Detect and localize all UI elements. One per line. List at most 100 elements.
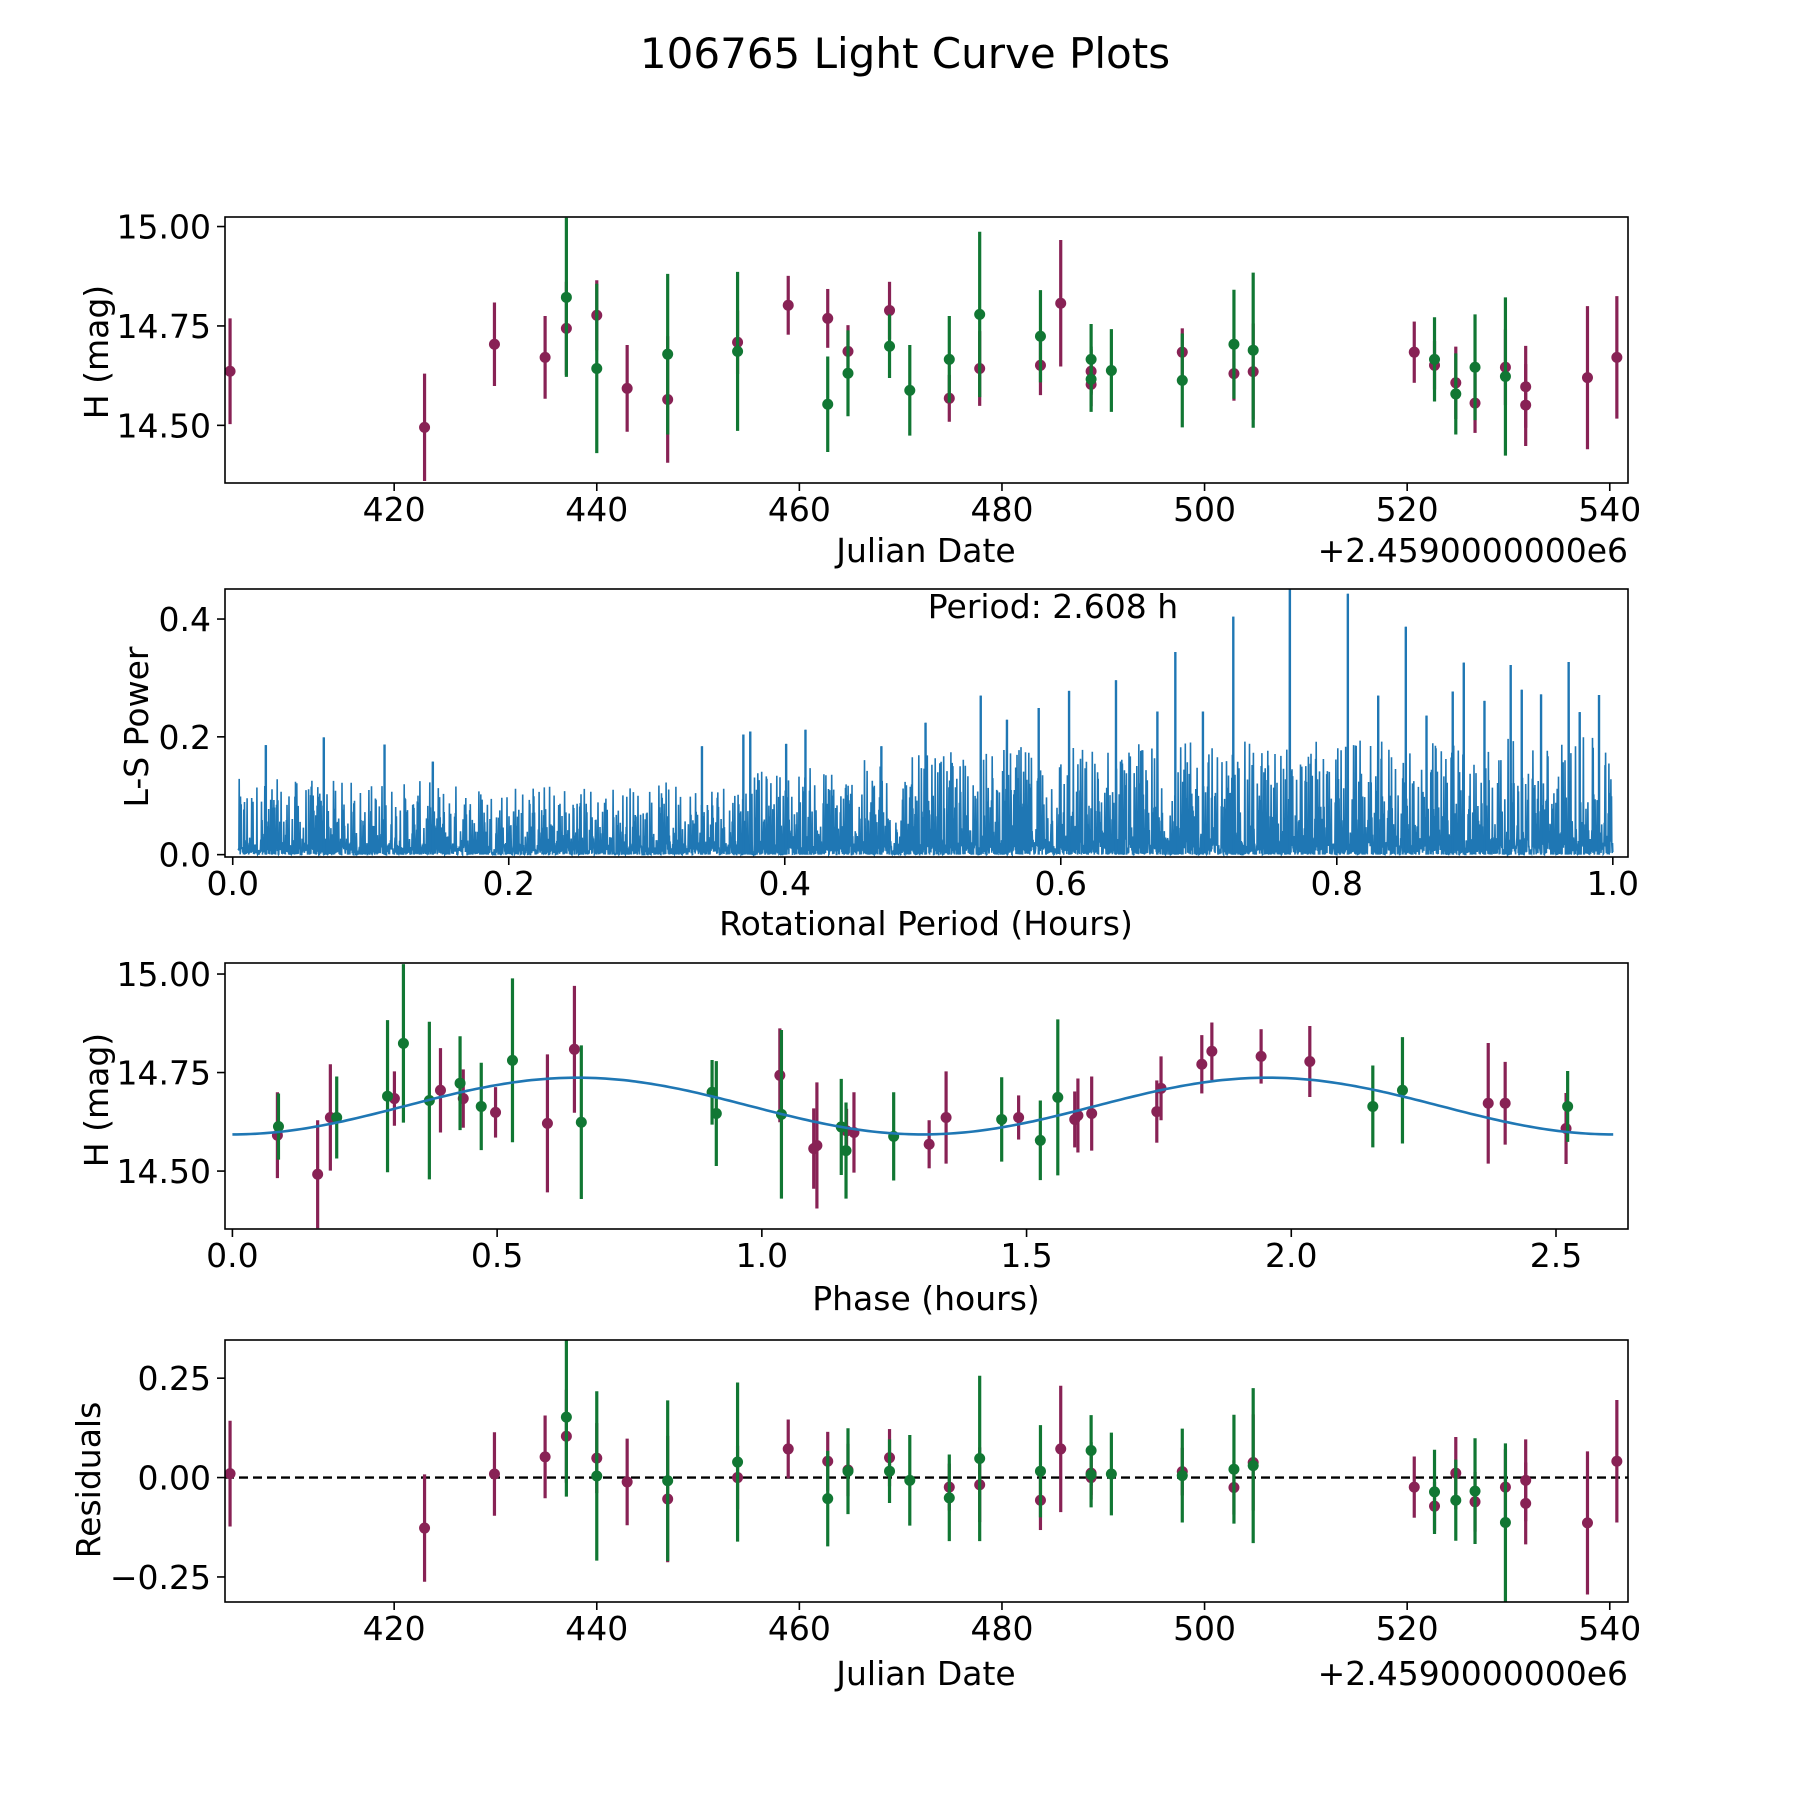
periodogram-yticks: 0.0 0.2 0.4 — [159, 600, 225, 875]
residuals-yticks: −0.25 0.00 0.25 — [110, 1359, 225, 1597]
data-point — [1228, 338, 1240, 350]
data-point — [475, 1100, 487, 1112]
data-point — [1055, 297, 1067, 309]
lightcurve-ylabel: H (mag) — [77, 285, 116, 419]
data-point — [822, 312, 834, 324]
phase-fold-xticks: 0.0 0.5 1.0 1.5 2.0 2.5 — [206, 1229, 1582, 1275]
3-xtick-label: 500 — [1173, 1609, 1236, 1648]
data-point — [331, 1111, 343, 1123]
data-point — [904, 1474, 916, 1486]
model-fit-curve — [232, 1076, 1614, 1136]
data-point — [397, 1037, 409, 1049]
2-ytick-label: 14.50 — [117, 1152, 211, 1191]
periodogram-xticks: 0.0 0.2 0.4 0.6 0.8 1.0 — [206, 857, 1639, 903]
data-point — [1469, 1485, 1481, 1497]
data-point — [541, 1117, 553, 1129]
0-xtick-label: 520 — [1376, 490, 1439, 529]
data-point — [488, 1468, 500, 1480]
data-point — [1105, 1468, 1117, 1480]
residuals-x-offset: +2.4590000000e6 — [1318, 1654, 1628, 1693]
residuals-axes: 420 440 460 480 500 520 540 −0.25 0.00 0.25 Juli… — [69, 1339, 1641, 1693]
data-point — [1105, 364, 1117, 376]
1-ytick-label: 0.2 — [159, 718, 211, 757]
periodogram-xlabel: Rotational Period (Hours) — [719, 904, 1133, 943]
data-point — [1611, 1455, 1623, 1467]
0-xtick-label: 440 — [565, 490, 628, 529]
data-point — [1450, 1494, 1462, 1506]
data-point — [782, 299, 794, 311]
data-point — [1052, 1091, 1064, 1103]
data-point — [943, 1492, 955, 1504]
data-point — [272, 1121, 284, 1133]
data-point — [1611, 351, 1623, 363]
data-point — [940, 1111, 952, 1123]
1-xtick-label: 0.0 — [206, 864, 258, 903]
data-point — [822, 1493, 834, 1505]
data-point — [434, 1084, 446, 1096]
data-point — [811, 1139, 823, 1151]
data-point — [1499, 1097, 1511, 1109]
1-xtick-label: 0.8 — [1311, 864, 1363, 903]
data-point — [1228, 1463, 1240, 1475]
1-ytick-label: 0.4 — [159, 600, 211, 639]
data-point — [1072, 1110, 1084, 1122]
3-xtick-label: 540 — [1578, 1609, 1641, 1648]
0-xtick-label: 460 — [768, 490, 831, 529]
data-point — [225, 1468, 236, 1480]
data-point — [539, 351, 551, 363]
lightcurve-x-offset: +2.4590000000e6 — [1318, 531, 1628, 570]
data-point — [884, 340, 896, 352]
3-ytick-label: 0.25 — [138, 1359, 211, 1398]
periodogram-frame — [224, 588, 1629, 858]
data-point — [488, 338, 500, 350]
data-point — [840, 1145, 852, 1157]
3-xtick-label: 420 — [363, 1609, 426, 1648]
2-xtick-label: 0.5 — [471, 1236, 523, 1275]
data-point — [454, 1077, 466, 1089]
lightcurve-yticks: 14.50 14.75 15.00 — [117, 208, 225, 445]
data-point — [904, 384, 916, 396]
data-point — [732, 345, 744, 357]
0-xtick-label: 500 — [1173, 490, 1236, 529]
lightcurve-axes: 420 440 460 480 500 520 540 14.50 14.75 15.00 Ju… — [77, 208, 1641, 570]
data-point — [842, 367, 854, 379]
1-xtick-label: 1.0 — [1587, 864, 1639, 903]
data-point — [1034, 1134, 1046, 1146]
data-point — [1085, 373, 1097, 385]
residuals-ylabel: Residuals — [69, 1402, 108, 1559]
data-point — [1520, 399, 1532, 411]
0-xtick-label: 420 — [363, 490, 426, 529]
phase-fold-yticks: 14.50 14.75 15.00 — [117, 955, 225, 1191]
data-point — [591, 362, 603, 374]
2-xtick-label: 2.5 — [1530, 1236, 1582, 1275]
lightcurve-frame — [224, 216, 1629, 484]
data-point — [1499, 1516, 1511, 1528]
periodogram-ylabel: L-S Power — [117, 646, 156, 807]
data-point — [621, 1476, 633, 1488]
lightcurve-xticks: 420 440 460 480 500 520 540 — [363, 483, 1641, 529]
data-point — [1247, 344, 1259, 356]
data-point — [1086, 1108, 1098, 1120]
data-point — [1562, 1100, 1574, 1112]
2-ytick-label: 14.75 — [117, 1054, 211, 1093]
3-xtick-label: 460 — [768, 1609, 831, 1648]
data-point — [575, 1116, 587, 1128]
data-point — [1450, 388, 1462, 400]
data-point — [662, 1475, 674, 1487]
data-point — [1196, 1058, 1208, 1070]
series-filter-green — [560, 1340, 1511, 1602]
data-point — [1581, 372, 1593, 384]
2-xtick-label: 0.0 — [206, 1236, 258, 1275]
3-xtick-label: 440 — [565, 1609, 628, 1648]
data-point — [312, 1168, 324, 1180]
data-point — [1499, 370, 1511, 382]
data-point — [621, 382, 633, 394]
0-ytick-label: 14.50 — [117, 406, 211, 445]
data-point — [996, 1113, 1008, 1125]
3-xtick-label: 520 — [1376, 1609, 1439, 1648]
data-point — [1429, 1486, 1441, 1498]
0-ytick-label: 14.75 — [117, 307, 211, 346]
data-point — [560, 1411, 572, 1423]
2-xtick-label: 1.5 — [1000, 1236, 1052, 1275]
